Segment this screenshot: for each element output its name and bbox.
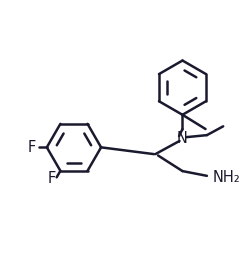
Text: F: F [48,171,56,186]
Text: N: N [176,131,187,146]
Text: F: F [27,140,35,155]
Text: NH₂: NH₂ [212,170,240,185]
